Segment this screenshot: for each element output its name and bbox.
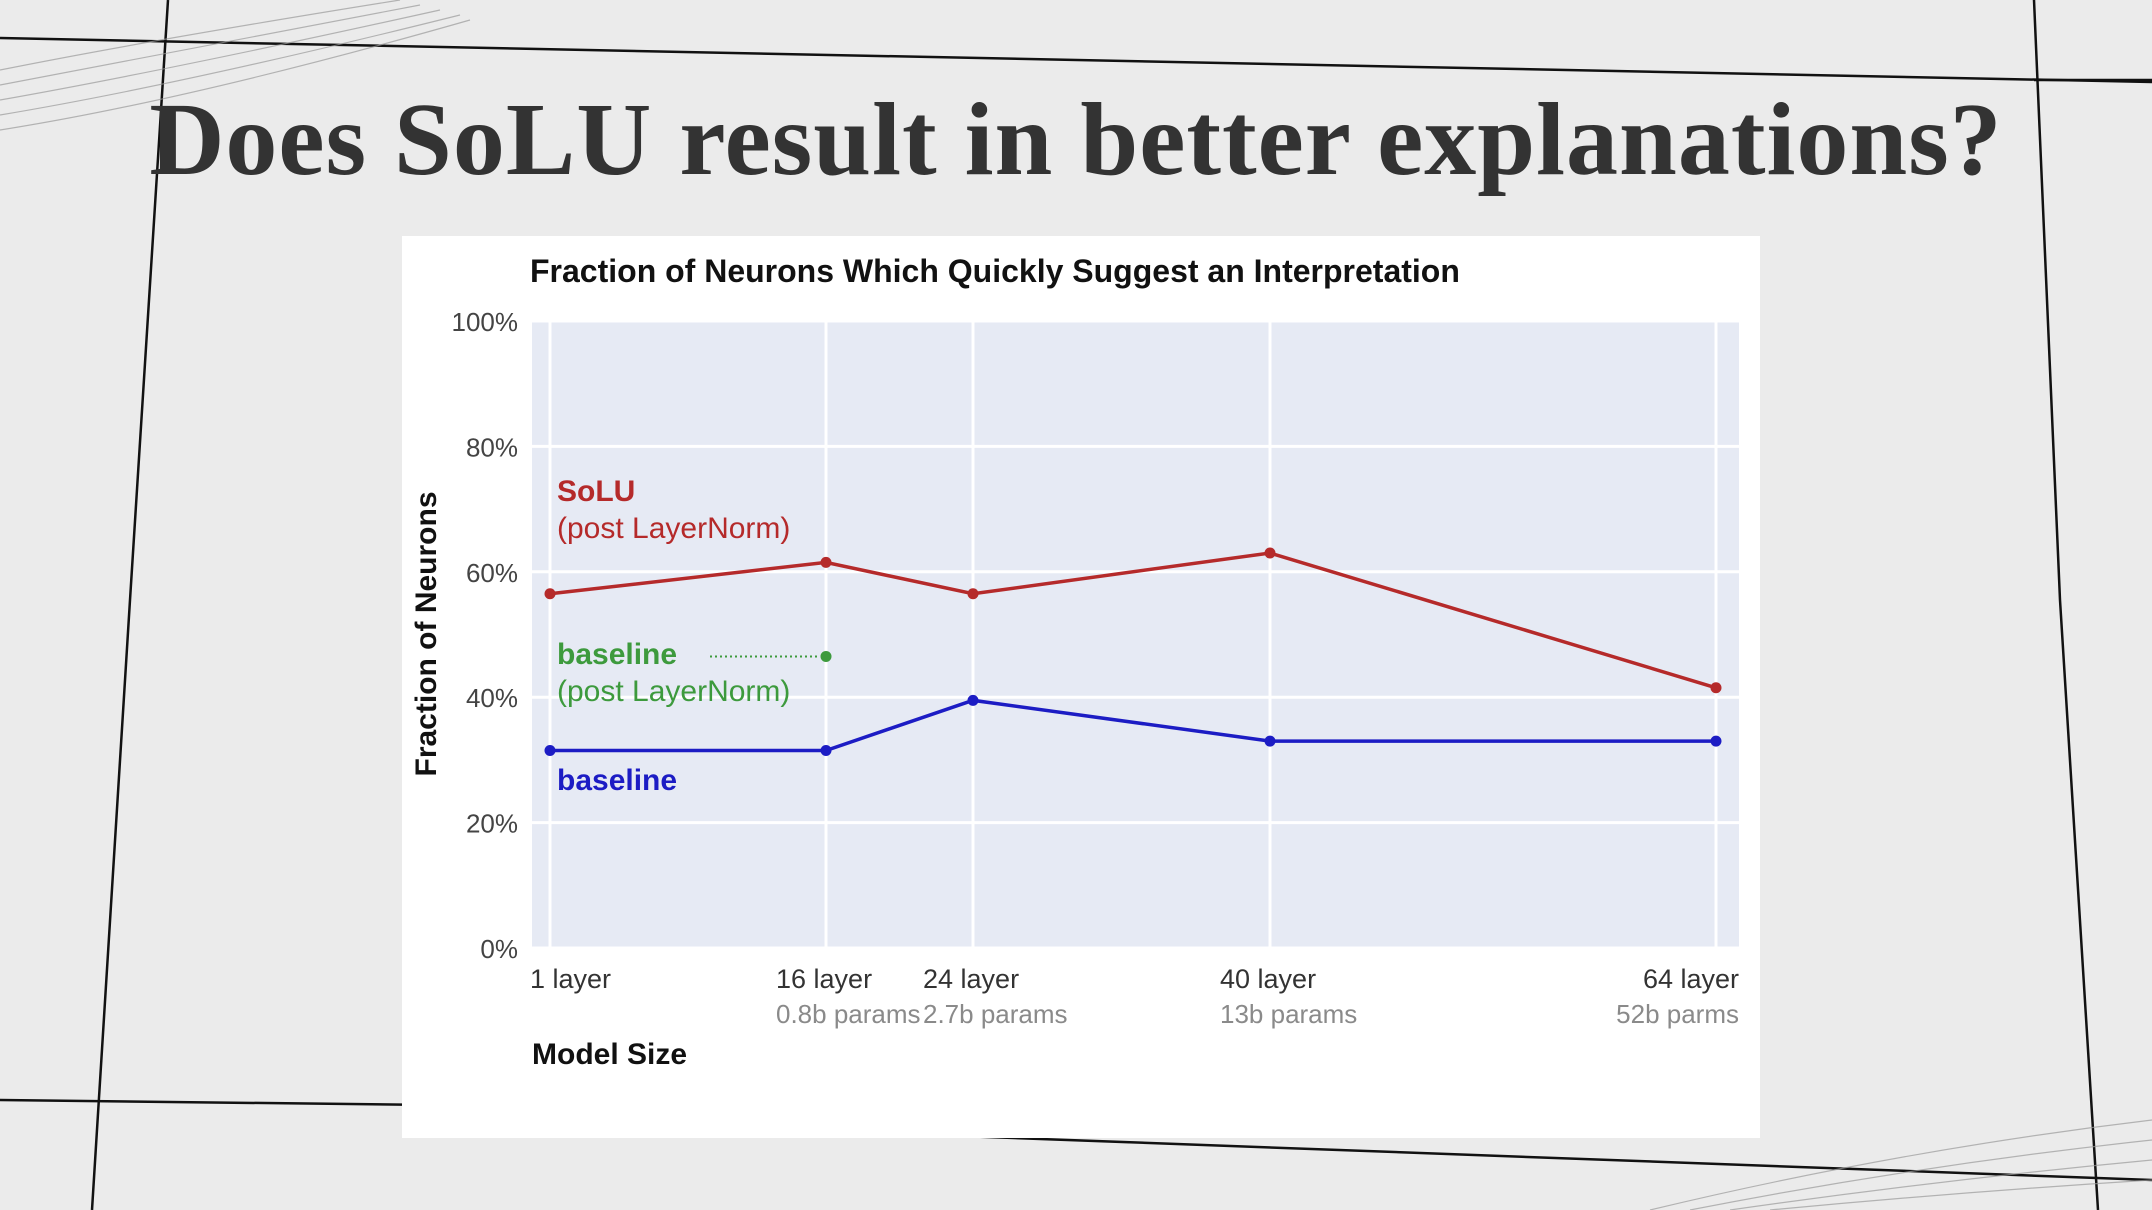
y-tick-label: 100% (452, 307, 519, 337)
chart-title: Fraction of Neurons Which Quickly Sugges… (530, 253, 1460, 289)
y-axis-label: Fraction of Neurons (410, 491, 443, 776)
series-point (1264, 735, 1276, 747)
slide-title: Does SoLU result in better explanations? (149, 82, 2003, 197)
series-point (820, 556, 832, 568)
series-label: baseline (557, 764, 677, 797)
x-tick-sublabel: 2.7b params (923, 999, 1068, 1029)
series-label: (post LayerNorm) (557, 675, 790, 708)
series-point (820, 650, 832, 662)
series-label: (post LayerNorm) (557, 512, 790, 545)
y-tick-label: 0% (480, 934, 518, 964)
series-label: SoLU (557, 475, 635, 508)
x-tick-label: 40 layer (1220, 964, 1316, 994)
x-axis-label: Model Size (532, 1038, 687, 1071)
x-tick-label: 1 layer (530, 964, 611, 994)
line-chart: Fraction of Neurons Which Quickly Sugges… (410, 253, 1739, 1071)
x-tick-sublabel: 52b parms (1616, 999, 1739, 1029)
series-point (967, 694, 979, 706)
x-tick-sublabel: 13b params (1220, 999, 1357, 1029)
series-point (967, 588, 979, 600)
x-tick-sublabel: 0.8b params (776, 999, 921, 1029)
y-tick-label: 40% (466, 683, 518, 713)
y-tick-label: 20% (466, 809, 518, 839)
y-tick-label: 60% (466, 558, 518, 588)
series-point (1264, 547, 1276, 559)
series-point (1710, 682, 1722, 694)
x-tick-label: 64 layer (1643, 964, 1739, 994)
plot-area (532, 321, 1739, 948)
x-tick-label: 24 layer (923, 964, 1019, 994)
series-point (1710, 735, 1722, 747)
series-point (820, 744, 832, 756)
chart-card: Fraction of Neurons Which Quickly Sugges… (402, 236, 1760, 1138)
x-tick-label: 16 layer (776, 964, 872, 994)
series-point (544, 744, 556, 756)
series-label: baseline (557, 638, 677, 671)
series-point (544, 588, 556, 600)
y-tick-label: 80% (466, 432, 518, 462)
